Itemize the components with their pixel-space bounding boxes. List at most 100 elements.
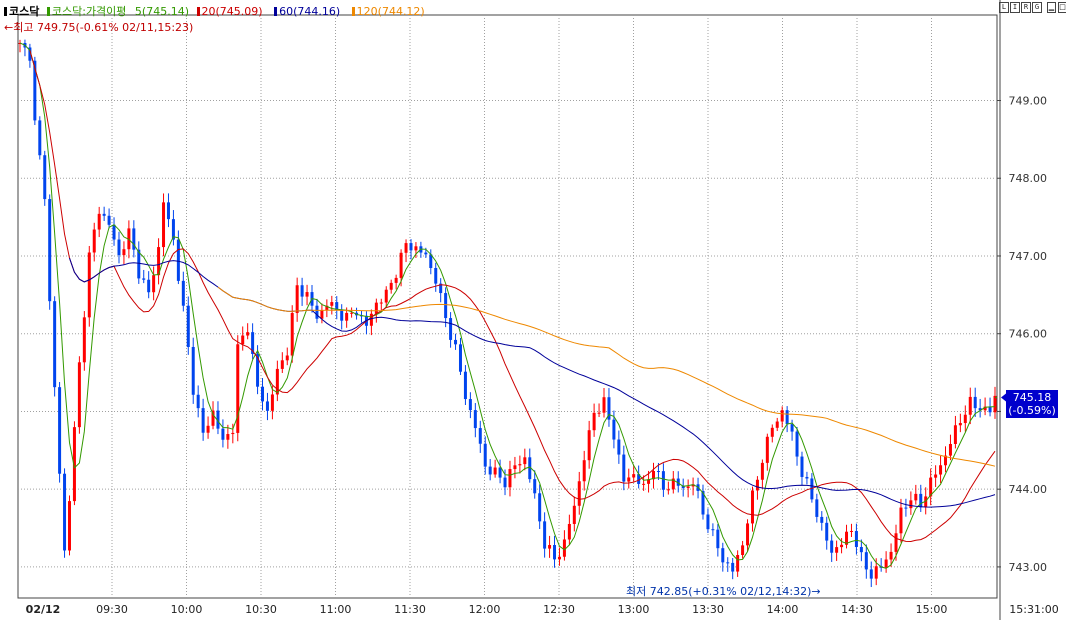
candle-body [652,471,656,480]
candle-body [340,309,344,321]
candle-body [548,545,552,549]
candle-body [528,457,532,480]
legend-ma120: 120(744.12) [351,5,429,18]
candle-body [642,483,646,485]
candle-body [830,540,834,553]
candle-body [904,507,908,509]
x-tick-label: 02/12 [26,603,61,616]
candle-body [632,474,636,478]
candle-body [72,427,76,502]
minimize-icon[interactable]: ▁ [1047,2,1056,13]
candle-body [666,489,670,491]
candle-body [567,523,571,540]
candle-body [295,285,299,313]
ma20-line [29,50,996,543]
candle-body [627,477,631,482]
candle-body [899,507,903,534]
candle-body [785,410,789,425]
candle-body [77,362,81,428]
candle-body [236,344,240,433]
candle-body [285,355,289,361]
candle-body [345,312,349,321]
candle-body [369,313,373,326]
candle-body [171,219,175,240]
candle-body [909,500,913,509]
candle-body [196,394,200,409]
candle-body [206,425,210,433]
candle-body [142,278,146,280]
candle-body [716,529,720,549]
x-tick-label: 11:30 [394,603,426,616]
candle-body [201,408,205,433]
candle-body [993,395,997,413]
candle-body [884,559,888,568]
candle-body [434,268,438,284]
candle-body [795,431,799,457]
scale-buttons: L I R G [999,2,1042,13]
candle-body [538,493,542,522]
candle-body [275,368,279,395]
x-tick-label: 11:00 [320,603,352,616]
candle-body [988,406,992,413]
candle-body [523,457,527,465]
candle-body [424,252,428,255]
scale-button-grid[interactable]: G [1032,2,1042,13]
candle-body [48,199,52,302]
candle-body [845,531,849,545]
candle-body [231,432,235,435]
candle-body [983,406,987,411]
candle-body [736,554,740,572]
candle-body [181,280,185,306]
candle-body [414,246,418,251]
candle-body [226,434,230,440]
candle-body [849,530,853,532]
x-tick-label: 14:00 [767,603,799,616]
candle-body [889,551,893,560]
candle-body [750,490,754,524]
candle-body [840,544,844,548]
candle-body [350,312,354,314]
candle-body [493,467,497,475]
legend-symbol[interactable]: 코스닥 [4,5,39,18]
candle-body [58,387,62,474]
candle-body [963,414,967,424]
candle-body [607,397,611,420]
candle-body [894,533,898,552]
candle-body [43,155,47,200]
candle-body [592,412,596,431]
x-last-label: 15:31:00 [1009,603,1058,616]
last-price-change: (-0.59%) [1008,404,1056,417]
candle-body [473,410,477,429]
candle-body [726,562,730,564]
candle-body [394,277,398,283]
candle-body [87,252,91,318]
legend-indicator[interactable]: 코스닥:가격이평 [46,5,131,18]
candle-body [869,569,873,579]
candle-body [315,305,319,319]
candle-body [176,239,180,281]
candle-body [290,312,294,356]
scale-button-right[interactable]: R [1021,2,1031,13]
candle-body [765,436,769,463]
candle-body [261,386,265,402]
candle-body [53,301,57,388]
candle-body [379,302,383,304]
candle-body [300,285,304,297]
candle-body [948,443,952,456]
candle-body [458,344,462,372]
scale-button-log[interactable]: L [999,2,1009,13]
candle-body [800,456,804,477]
x-tick-label: 14:30 [841,603,873,616]
candle-body [731,562,735,572]
candle-body [790,424,794,432]
y-tick-label: 744.00 [1009,483,1048,496]
candle-body [978,408,982,411]
scale-button-invert[interactable]: I [1010,2,1020,13]
candle-body [746,523,750,546]
candle-body [676,478,680,486]
y-tick-label: 749.00 [1009,95,1048,108]
candle-body [944,455,948,466]
maximize-icon[interactable]: □ [1058,2,1066,13]
candle-body [835,547,839,553]
